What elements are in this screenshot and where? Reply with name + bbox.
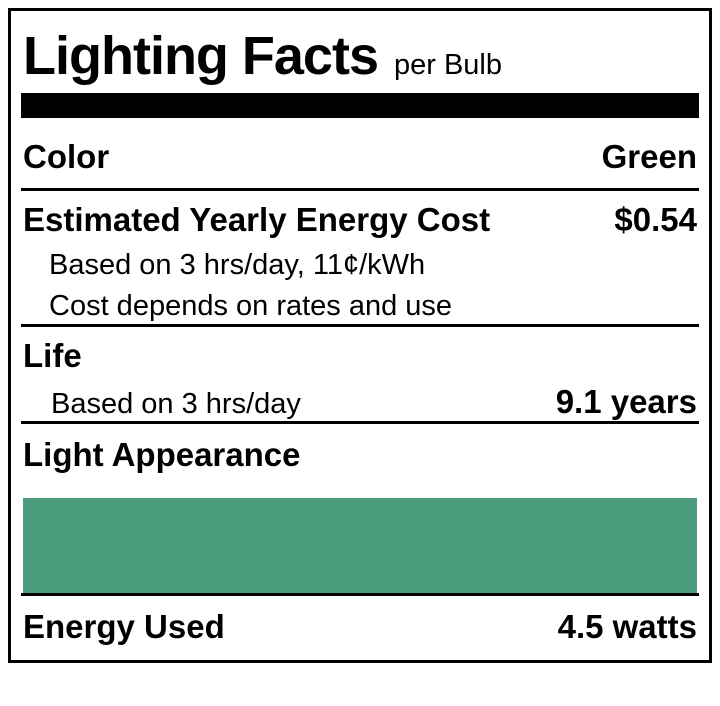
light-appearance-row: Light Appearance	[21, 436, 699, 474]
life-label: Life	[23, 336, 82, 374]
light-appearance-swatch	[23, 497, 697, 593]
life-row: Life	[21, 337, 699, 375]
divider	[21, 188, 699, 192]
color-value: Green	[601, 138, 697, 176]
divider	[21, 323, 699, 327]
life-value: 9.1 years	[555, 382, 697, 420]
energy-cost-row: Estimated Yearly Energy Cost $0.54	[21, 201, 699, 239]
label-header: Lighting Facts per Bulb	[23, 25, 697, 87]
life-basis: Based on 3 hrs/day	[51, 387, 301, 420]
color-row: Color Green	[21, 138, 699, 176]
energy-used-value: 4.5 watts	[557, 607, 697, 645]
title-separator-bar	[21, 93, 699, 119]
color-label: Color	[23, 138, 110, 176]
energy-cost-note-basis: Based on 3 hrs/day, 11¢/kWh	[49, 248, 426, 281]
energy-used-row: Energy Used 4.5 watts	[21, 608, 699, 646]
energy-cost-value: $0.54	[614, 201, 697, 239]
life-basis-row: Based on 3 hrs/day 9.1 years	[21, 383, 699, 421]
label-per-unit: per Bulb	[393, 49, 502, 81]
energy-used-label: Energy Used	[23, 607, 225, 645]
label-title: Lighting Facts	[23, 26, 379, 86]
energy-cost-note-rates: Cost depends on rates and use	[49, 290, 453, 323]
divider	[21, 420, 699, 424]
divider	[21, 592, 699, 596]
lighting-facts-label: Lighting Facts per Bulb Color Green Esti…	[8, 8, 712, 663]
energy-cost-label: Estimated Yearly Energy Cost	[23, 201, 491, 239]
light-appearance-label: Light Appearance	[23, 435, 301, 473]
